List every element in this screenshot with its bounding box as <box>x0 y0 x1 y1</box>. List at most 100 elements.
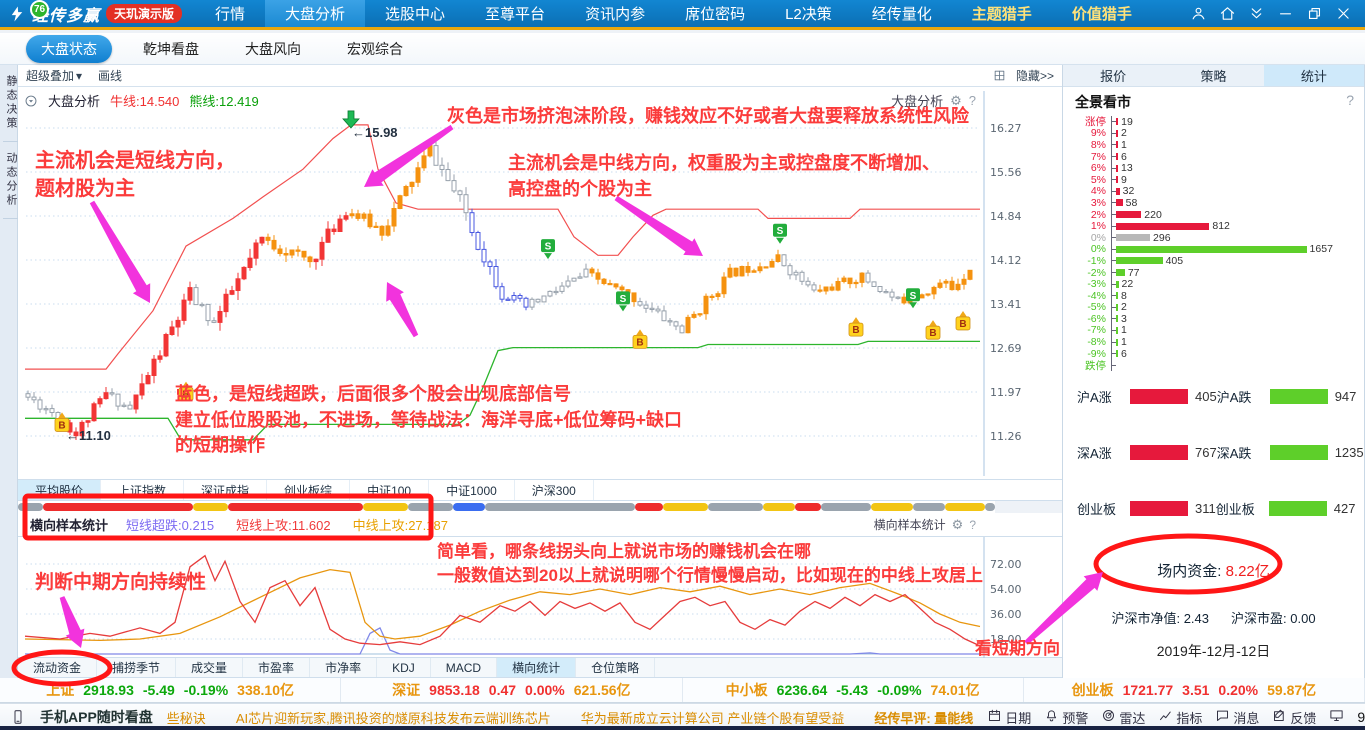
help-icon[interactable]: ? <box>968 93 976 108</box>
market-stat: 深A涨 767 <box>1077 443 1217 462</box>
index-tab[interactable]: 上证指数 <box>101 480 185 500</box>
indicator-tab[interactable]: 市盈率 <box>243 658 311 677</box>
top-menu-item[interactable]: 席位密码 <box>685 6 746 23</box>
market-stat-bar <box>1269 445 1328 461</box>
distribution-bar-track: 22 <box>1111 278 1360 290</box>
overview-header: 全景看市 ? <box>1063 87 1364 114</box>
index-tab[interactable]: 平均股价 <box>18 480 102 500</box>
index-name: 上证 <box>46 682 75 698</box>
index-tab[interactable]: 深证成指 <box>184 480 268 500</box>
indicator-tab[interactable]: 横向统计 <box>497 658 577 677</box>
distribution-bar-track: 9 <box>1111 174 1360 186</box>
indicator-tab[interactable]: 成交量 <box>176 658 244 677</box>
news-link[interactable]: 些秘诀 <box>166 710 206 726</box>
distribution-label: 跌停 <box>1085 359 1106 372</box>
index-summary[interactable]: 创业板 1721.77 3.51 0.20% 59.87亿 <box>1024 678 1365 702</box>
super-overlay-menu[interactable]: 超级叠加 ▾ <box>26 67 82 84</box>
sample-stats-line-chart[interactable]: 72.00 54.00 36.00 18.00 <box>18 537 1062 658</box>
distribution-bar <box>1116 164 1118 172</box>
user-icon[interactable] <box>1188 4 1208 24</box>
top-menu-item[interactable]: 选股中心 <box>385 6 446 23</box>
radar-icon <box>1101 708 1116 726</box>
index-summary[interactable]: 中小板 6236.64 -5.43 -0.09% 74.01亿 <box>683 678 1024 702</box>
right-panel-tab[interactable]: 统计 <box>1263 65 1364 86</box>
distribution-bar <box>1116 245 1307 253</box>
news-link[interactable]: AI芯片迎新玩家,腾讯投资的燧原科技发布云端训练芯片 <box>235 710 551 726</box>
main-candlestick-chart[interactable]: 16.27 15.56 14.84 14.12 13.41 12.69 11.97 11.26… <box>18 87 1062 480</box>
home-icon[interactable] <box>1217 4 1237 24</box>
monitor-button[interactable] <box>1329 708 1344 726</box>
top-menu-item[interactable]: 资讯内参 <box>585 6 646 23</box>
svg-text:18.00: 18.00 <box>990 633 1022 646</box>
right-panel-tab[interactable]: 策略 <box>1200 69 1227 84</box>
feedback-button[interactable]: 反馈 <box>1272 708 1316 727</box>
index-tab[interactable]: 中证100 <box>350 480 430 500</box>
index-tab[interactable]: 沪深300 <box>515 480 594 500</box>
distribution-value: 3 <box>1121 312 1127 325</box>
distribution-value: 6 <box>1121 150 1127 163</box>
minimize-icon[interactable] <box>1275 4 1295 24</box>
help-icon[interactable]: ? <box>1346 92 1354 108</box>
top-menu-item[interactable]: 价值猎手 <box>1071 6 1132 23</box>
top-menu-item[interactable]: 至尊平台 <box>485 6 546 23</box>
sell-marker <box>541 239 555 253</box>
gear-icon[interactable]: ⚙ <box>950 92 962 108</box>
indicator-tab[interactable]: 流动资金 <box>18 658 98 677</box>
tool-label: 日期 <box>1005 710 1032 726</box>
sub-tab[interactable]: 宏观综合 <box>347 40 403 57</box>
gear-icon[interactable]: ⚙ <box>951 516 964 532</box>
indicator-tab[interactable]: 捕捞季节 <box>97 658 177 677</box>
side-rail-item[interactable]: 静态决策 <box>3 75 19 142</box>
message-button[interactable]: 消息 <box>1215 708 1259 727</box>
sub-tab[interactable]: 大盘风向 <box>245 40 301 57</box>
calendar-icon <box>987 708 1002 726</box>
top-menu-item[interactable]: 大盘分析 <box>265 0 366 27</box>
top-menu-item[interactable]: 主题猎手 <box>971 6 1032 23</box>
sub-tab[interactable]: 大盘状态 <box>26 34 112 63</box>
distribution-label: 5% <box>1090 173 1106 186</box>
sample-stat-value: 短线超跌:0.215 <box>126 518 215 533</box>
market-stat-value: 767 <box>1195 445 1217 461</box>
calendar-button[interactable]: 日期 <box>987 708 1031 727</box>
distribution-bar-track: 1 <box>1111 336 1360 348</box>
hide-panel-button[interactable]: 隐藏>> <box>1015 69 1054 83</box>
top-menu-item[interactable]: 行情 <box>215 6 246 23</box>
distribution-bar <box>1116 187 1120 195</box>
sub-tab[interactable]: 乾坤看盘 <box>143 40 199 57</box>
indicator-button[interactable]: 指标 <box>1158 708 1202 727</box>
restore-icon[interactable] <box>1304 4 1324 24</box>
draw-line-button[interactable]: 画线 <box>98 69 123 83</box>
index-value: 6236.64 <box>776 682 828 698</box>
help-icon[interactable]: ? <box>969 517 976 532</box>
bell-button[interactable]: 预警 <box>1044 708 1088 727</box>
top-menu-item[interactable]: L2决策 <box>785 6 832 23</box>
news-link[interactable]: 华为最新成立云计算公司 产业链个股有望受益 <box>580 710 845 726</box>
news-link[interactable]: 经传早评: 量能线 <box>874 710 974 726</box>
side-rail-item[interactable]: 动态分析 <box>3 152 19 219</box>
index-summary[interactable]: 深证 9853.18 0.47 0.00% 621.56亿 <box>341 678 683 702</box>
indicator-tab[interactable]: MACD <box>431 658 498 677</box>
close-icon[interactable] <box>1333 4 1353 24</box>
indicator-tab[interactable]: KDJ <box>377 658 431 677</box>
radar-button[interactable]: 雷达 <box>1101 708 1145 727</box>
message-icon <box>1215 708 1230 726</box>
tool-label: 反馈 <box>1290 710 1317 726</box>
indicator-tab[interactable]: 仓位策略 <box>576 658 656 677</box>
distribution-row: 5% 9 <box>1071 174 1360 186</box>
index-tab[interactable]: 创业板综 <box>267 480 351 500</box>
collapse-circle-icon[interactable] <box>24 94 38 108</box>
distribution-label: 9% <box>1090 127 1106 140</box>
right-panel-tab[interactable]: 报价 <box>1100 69 1127 84</box>
distribution-value: 2 <box>1121 301 1127 314</box>
distribution-label: -9% <box>1087 347 1106 360</box>
distribution-bar-track <box>1111 359 1360 372</box>
index-tab[interactable]: 中证1000 <box>429 480 515 500</box>
svg-text:15.56: 15.56 <box>990 166 1022 179</box>
index-summary[interactable]: 上证 2918.93 -5.49 -0.19% 338.10亿 <box>0 678 342 702</box>
mobile-app-label[interactable]: 手机APP随时看盘 <box>40 709 153 725</box>
top-menu-item[interactable]: 经传量化 <box>871 6 932 23</box>
indicator-tab[interactable]: 市净率 <box>310 658 378 677</box>
chevrons-down-icon[interactable] <box>1246 4 1266 24</box>
grid-layout-icon[interactable] <box>993 69 1006 82</box>
svg-text:72.00: 72.00 <box>990 558 1022 571</box>
